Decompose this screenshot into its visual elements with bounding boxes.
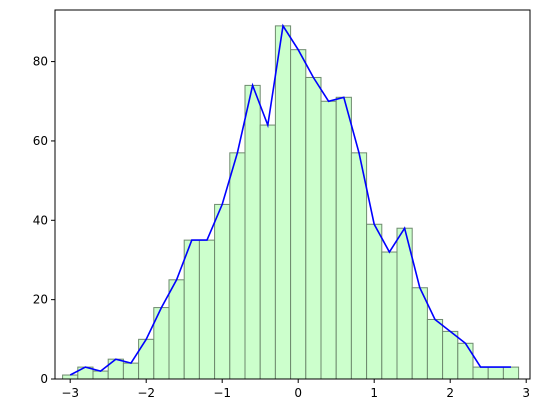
histogram-bar bbox=[350, 152, 368, 380]
x-tick-label: 1 bbox=[370, 386, 378, 400]
histogram-bar bbox=[259, 124, 276, 380]
histogram-bar bbox=[366, 223, 383, 380]
histogram-bar bbox=[168, 279, 185, 380]
x-tick-label: 3 bbox=[522, 386, 530, 400]
histogram-bar bbox=[229, 152, 246, 380]
y-tick-label: 20 bbox=[33, 293, 48, 307]
histogram-bar bbox=[244, 84, 261, 380]
histogram-bar bbox=[290, 49, 307, 380]
histogram-bars bbox=[62, 25, 520, 380]
histogram-bar bbox=[487, 366, 504, 380]
x-tick-label: −1 bbox=[213, 386, 231, 400]
histogram-bar bbox=[122, 362, 140, 380]
y-tick-label: 60 bbox=[33, 134, 48, 148]
histogram-bar bbox=[107, 358, 124, 380]
histogram-bar bbox=[472, 366, 489, 380]
histogram-bar bbox=[62, 374, 79, 380]
histogram-bar bbox=[426, 318, 444, 380]
histogram-bar bbox=[457, 342, 474, 380]
histogram-bar bbox=[320, 100, 337, 380]
y-axis: 0 20 40 60 80 bbox=[33, 55, 55, 386]
histogram-bar bbox=[335, 96, 352, 380]
x-tick-label: −3 bbox=[61, 386, 79, 400]
histogram-bar bbox=[138, 338, 155, 380]
x-tick-label: 0 bbox=[294, 386, 302, 400]
bin-center-line bbox=[69, 23, 511, 376]
y-tick-label: 0 bbox=[40, 372, 48, 386]
x-tick-label: −2 bbox=[137, 386, 155, 400]
histogram-bar bbox=[274, 25, 292, 380]
histogram-bar bbox=[442, 330, 459, 380]
x-axis: −3 −2 −1 0 1 2 3 bbox=[61, 379, 530, 400]
x-tick-label: 2 bbox=[446, 386, 454, 400]
y-tick-label: 80 bbox=[33, 55, 48, 69]
histogram-bar bbox=[183, 239, 200, 380]
histogram-bar bbox=[198, 239, 216, 380]
histogram-bar bbox=[92, 370, 109, 380]
histogram-bar bbox=[411, 287, 428, 380]
histogram-bar bbox=[305, 76, 322, 380]
histogram-bar bbox=[502, 366, 520, 380]
plot-frame bbox=[54, 9, 531, 380]
histogram-bar bbox=[214, 203, 231, 380]
y-tick-label: 40 bbox=[33, 213, 48, 227]
histogram-bar bbox=[381, 251, 398, 380]
